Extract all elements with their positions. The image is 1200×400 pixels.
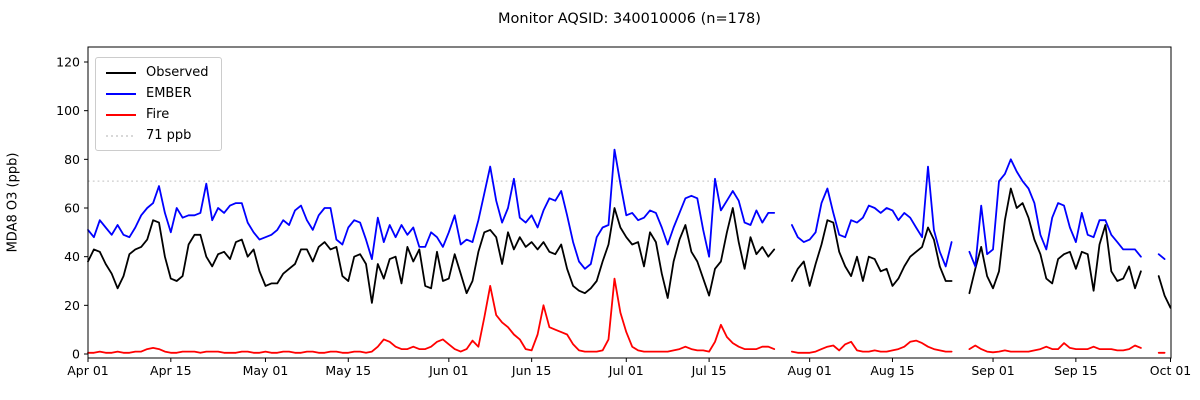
x-tick-label: May 15 bbox=[325, 363, 371, 378]
legend-label: Observed bbox=[146, 65, 209, 80]
x-tick-label: Apr 15 bbox=[150, 363, 192, 378]
legend: Observed EMBER Fire 71 ppb bbox=[95, 57, 222, 151]
fire-line bbox=[87, 277, 1166, 354]
legend-line-sample bbox=[106, 71, 136, 74]
x-tick-label: Aug 15 bbox=[870, 363, 914, 378]
x-tick-label: Sep 01 bbox=[971, 363, 1014, 378]
y-tick-label: 40 bbox=[64, 249, 80, 264]
y-tick-label: 120 bbox=[56, 55, 80, 70]
legend-item-fire: Fire bbox=[106, 107, 209, 122]
legend-line-sample bbox=[106, 113, 136, 116]
plot-frame bbox=[87, 46, 1172, 359]
x-tick-label: Jun 01 bbox=[428, 363, 468, 378]
legend-line-sample bbox=[106, 134, 136, 137]
x-tick-label: Jul 01 bbox=[608, 363, 644, 378]
legend-item-ember: EMBER bbox=[106, 86, 209, 101]
legend-item-observed: Observed bbox=[106, 65, 209, 80]
y-tick-label: 20 bbox=[64, 298, 80, 313]
x-tick-label: Aug 01 bbox=[788, 363, 832, 378]
x-tick-label: Sep 15 bbox=[1054, 363, 1097, 378]
ember-line bbox=[87, 148, 1166, 270]
observed-line bbox=[87, 187, 1172, 309]
legend-label: Fire bbox=[146, 107, 170, 122]
legend-item-71-ppb: 71 ppb bbox=[106, 128, 209, 143]
x-tick-label: Apr 01 bbox=[67, 363, 109, 378]
y-tick-label: 100 bbox=[56, 103, 80, 118]
legend-label: EMBER bbox=[146, 86, 192, 101]
y-tick-label: 0 bbox=[72, 347, 80, 362]
legend-line-sample bbox=[106, 92, 136, 95]
chart-title: Monitor AQSID: 340010006 (n=178) bbox=[498, 11, 761, 27]
y-tick-label: 80 bbox=[64, 152, 80, 167]
x-tick-label: May 01 bbox=[243, 363, 289, 378]
x-tick-label: Oct 01 bbox=[1150, 363, 1192, 378]
y-tick-label: 60 bbox=[64, 201, 80, 216]
x-tick-label: Jul 15 bbox=[691, 363, 727, 378]
legend-label: 71 ppb bbox=[146, 128, 192, 143]
x-tick-label: Jun 15 bbox=[511, 363, 551, 378]
